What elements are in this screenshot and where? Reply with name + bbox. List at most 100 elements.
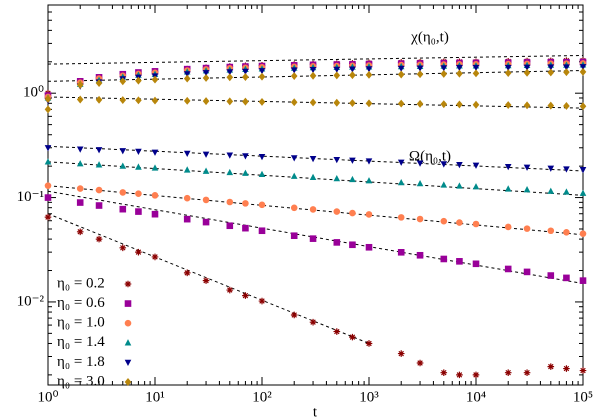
point [44, 145, 52, 152]
point [290, 67, 298, 74]
point [119, 96, 127, 104]
point [563, 68, 570, 77]
point [547, 227, 555, 235]
point [226, 152, 234, 159]
point [258, 170, 266, 177]
point [523, 268, 531, 276]
point [95, 95, 103, 104]
point [202, 196, 210, 204]
point [504, 101, 512, 110]
point [416, 65, 424, 72]
point [333, 208, 341, 215]
point [76, 160, 84, 167]
point [416, 215, 424, 223]
point [135, 208, 142, 215]
point [242, 68, 249, 75]
point [202, 277, 210, 284]
legend-marker [124, 319, 132, 327]
point [76, 80, 84, 89]
point [119, 162, 127, 169]
point [365, 177, 373, 184]
point [504, 69, 512, 78]
point [472, 220, 480, 228]
point [547, 187, 555, 194]
point [456, 161, 463, 169]
point [365, 70, 373, 79]
x-tick-label: 10⁰ [37, 389, 58, 405]
point [95, 147, 103, 154]
point [309, 98, 317, 107]
point [202, 151, 210, 158]
point [135, 163, 142, 170]
point [579, 367, 587, 374]
point [547, 363, 555, 370]
point [333, 66, 341, 74]
point [523, 64, 531, 71]
point [151, 164, 159, 171]
annotation: χ(η₀,t) [410, 29, 449, 45]
point [416, 99, 424, 108]
point [242, 224, 249, 232]
point [456, 182, 463, 189]
point [95, 161, 103, 168]
fit-line [47, 96, 584, 109]
point [76, 185, 84, 192]
point [440, 369, 448, 376]
legend-marker [124, 378, 132, 386]
point [258, 153, 266, 161]
point [349, 157, 356, 164]
x-tick-label: 10² [252, 389, 272, 405]
point [397, 214, 405, 221]
point [397, 70, 405, 79]
point [290, 232, 298, 240]
point [579, 167, 587, 174]
point [226, 286, 234, 294]
point [365, 66, 373, 73]
point [135, 248, 142, 256]
point [440, 217, 448, 225]
point [309, 173, 317, 181]
point [349, 241, 356, 249]
point [547, 68, 555, 77]
point [472, 183, 480, 190]
point [504, 185, 512, 192]
point [95, 79, 103, 88]
point [523, 68, 531, 77]
point [258, 227, 266, 235]
point [290, 155, 298, 162]
point [44, 182, 52, 189]
point [349, 71, 356, 80]
point [151, 75, 159, 84]
point [95, 235, 103, 243]
point [416, 180, 424, 187]
point [523, 164, 531, 171]
point [226, 97, 234, 106]
point [563, 101, 570, 110]
point [397, 179, 405, 186]
point [504, 223, 512, 231]
point [349, 333, 356, 341]
point [290, 204, 298, 212]
point [309, 318, 317, 326]
legend-label: η₀ = 0.2 [57, 275, 105, 291]
point [309, 235, 317, 242]
point [472, 64, 480, 72]
x-tick-label: 10³ [359, 389, 379, 405]
point [563, 365, 570, 372]
point [119, 148, 127, 155]
point [76, 228, 84, 236]
legend-marker [124, 280, 132, 288]
point [472, 162, 480, 169]
point [333, 156, 341, 164]
point [242, 292, 249, 299]
point [44, 158, 52, 165]
point [242, 153, 249, 160]
point [242, 73, 249, 81]
point [472, 260, 480, 268]
point [440, 65, 448, 72]
point [547, 272, 555, 279]
point [183, 194, 191, 202]
point [258, 68, 266, 75]
point [76, 199, 84, 206]
